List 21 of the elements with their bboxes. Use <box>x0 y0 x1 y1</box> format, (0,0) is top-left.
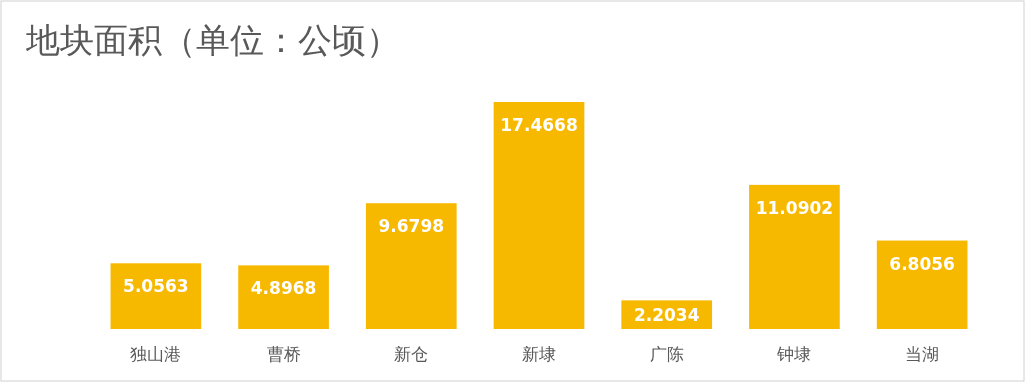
x-tick-label: 当湖 <box>905 344 940 364</box>
data-label: 9.6798 <box>378 216 445 237</box>
x-tick-label: 曹桥 <box>266 344 301 364</box>
chart-title: 地块面积（单位：公顷） <box>25 20 400 60</box>
x-tick-label: 独山港 <box>130 344 182 364</box>
bar <box>876 240 968 329</box>
data-label: 17.4668 <box>500 115 578 135</box>
x-tick-label: 钟埭 <box>776 344 812 364</box>
data-label: 4.8968 <box>250 278 317 299</box>
data-label: 11.0902 <box>755 197 834 218</box>
x-tick-label: 新仓 <box>394 344 429 364</box>
x-tick-label: 新埭 <box>522 344 556 364</box>
bar <box>493 102 585 329</box>
data-label: 2.2034 <box>633 305 700 325</box>
data-label: 5.0563 <box>123 276 189 297</box>
bar <box>749 184 840 329</box>
bar <box>238 265 329 329</box>
x-tick-label: 广陈 <box>649 344 684 364</box>
bar <box>365 203 457 329</box>
bar <box>110 263 202 329</box>
data-label: 6.8056 <box>889 253 955 274</box>
